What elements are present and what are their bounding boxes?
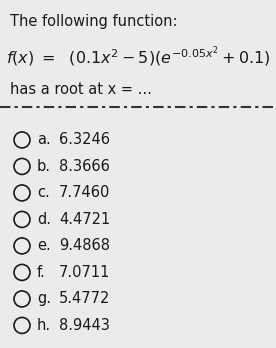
Text: 8.9443: 8.9443 — [59, 318, 110, 333]
Text: d.: d. — [37, 212, 51, 227]
Text: 5.4772: 5.4772 — [59, 291, 110, 307]
Text: 9.4868: 9.4868 — [59, 238, 110, 253]
Text: a.: a. — [37, 133, 51, 148]
Text: f.: f. — [37, 265, 46, 280]
Text: e.: e. — [37, 238, 51, 253]
Text: has a root at x = ...: has a root at x = ... — [10, 82, 152, 97]
Text: 4.4721: 4.4721 — [59, 212, 110, 227]
Text: 7.7460: 7.7460 — [59, 185, 110, 200]
Text: 6.3246: 6.3246 — [59, 133, 110, 148]
Text: g.: g. — [37, 291, 51, 307]
Text: b.: b. — [37, 159, 51, 174]
Text: 8.3666: 8.3666 — [59, 159, 110, 174]
Text: h.: h. — [37, 318, 51, 333]
Text: 7.0711: 7.0711 — [59, 265, 110, 280]
Text: The following function:: The following function: — [10, 14, 177, 29]
Text: c.: c. — [37, 185, 50, 200]
Text: $f(x)\ =\ \ (0.1x^2 - 5)(e^{-0.05x^2} + 0.1)$: $f(x)\ =\ \ (0.1x^2 - 5)(e^{-0.05x^2} + … — [6, 44, 270, 69]
